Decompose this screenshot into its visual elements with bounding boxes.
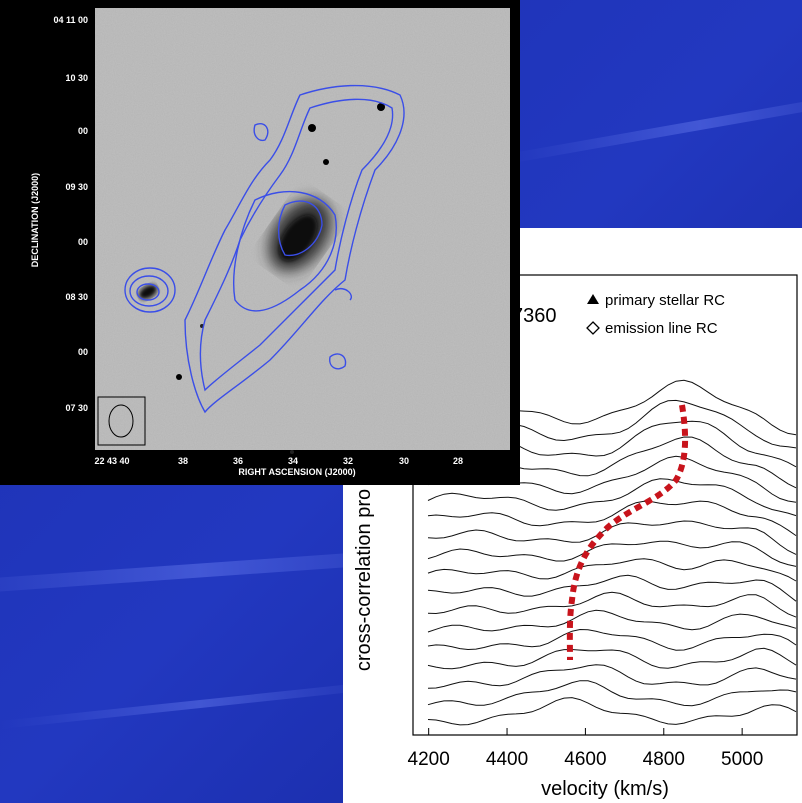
ra-tick-label: 22 43 40 bbox=[94, 456, 129, 466]
legend-diamond bbox=[586, 321, 600, 335]
beam-box bbox=[97, 396, 146, 446]
rotation-curve bbox=[566, 404, 689, 661]
profile-curve bbox=[427, 558, 797, 582]
profile-curve bbox=[427, 574, 797, 602]
ra-tick-label: 30 bbox=[399, 456, 409, 466]
dec-tick-label: 00 bbox=[78, 237, 88, 247]
profile-curve bbox=[427, 500, 797, 537]
profile-curve bbox=[427, 591, 797, 618]
ra-tick-label: 28 bbox=[453, 456, 463, 466]
ra-title: RIGHT ASCENSION (J2000) bbox=[238, 467, 355, 477]
dec-tick-label: 00 bbox=[78, 347, 88, 357]
map-axis-labels: 04 11 00 10 30 00 09 30 00 08 30 00 07 30 22 43 … bbox=[53, 15, 463, 466]
dec-tick-label: 10 30 bbox=[65, 73, 88, 83]
x-tick-label: 4800 bbox=[643, 749, 685, 770]
profile-curve bbox=[427, 478, 797, 517]
ra-tick-label: 36 bbox=[233, 456, 243, 466]
profile-curve bbox=[427, 628, 797, 651]
legend-entry: primary stellar RC bbox=[605, 292, 725, 309]
ra-tick-label: 38 bbox=[178, 456, 188, 466]
profile-curve bbox=[427, 680, 797, 707]
x-tick-label: 4600 bbox=[564, 749, 606, 770]
profile-curve bbox=[427, 609, 797, 633]
hi-map: DECLINATION (J2000) RIGHT ASCENSION (J20… bbox=[0, 0, 520, 485]
x-tick-label: 4200 bbox=[408, 749, 450, 770]
plot-frame bbox=[412, 274, 798, 736]
profile-curve bbox=[427, 647, 797, 670]
profile-curve bbox=[427, 540, 797, 567]
profile-curve bbox=[427, 697, 797, 726]
ra-tick-label: 34 bbox=[288, 456, 298, 466]
y-axis-label: cross-correlation pro bbox=[353, 489, 375, 671]
ra-tick-label: 32 bbox=[343, 456, 353, 466]
dec-tick-label: 09 30 bbox=[65, 182, 88, 192]
x-tick-label: 4400 bbox=[486, 749, 528, 770]
dec-title: DECLINATION (J2000) bbox=[30, 173, 40, 267]
profile-curve bbox=[427, 664, 797, 689]
dec-tick-label: 07 30 bbox=[65, 403, 88, 413]
hi-contours bbox=[124, 84, 405, 414]
legend-entry: emission line RC bbox=[605, 320, 718, 337]
dec-tick-label: 08 30 bbox=[65, 292, 88, 302]
legend-triangle bbox=[587, 294, 599, 304]
dec-tick-label: 00 bbox=[78, 126, 88, 136]
galaxy-label: 7360 bbox=[512, 305, 557, 327]
dec-tick-label: 04 11 00 bbox=[53, 15, 88, 25]
x-tick-label: 5000 bbox=[721, 749, 763, 770]
beam bbox=[108, 404, 134, 438]
x-axis-label: velocity (km/s) bbox=[541, 778, 669, 800]
